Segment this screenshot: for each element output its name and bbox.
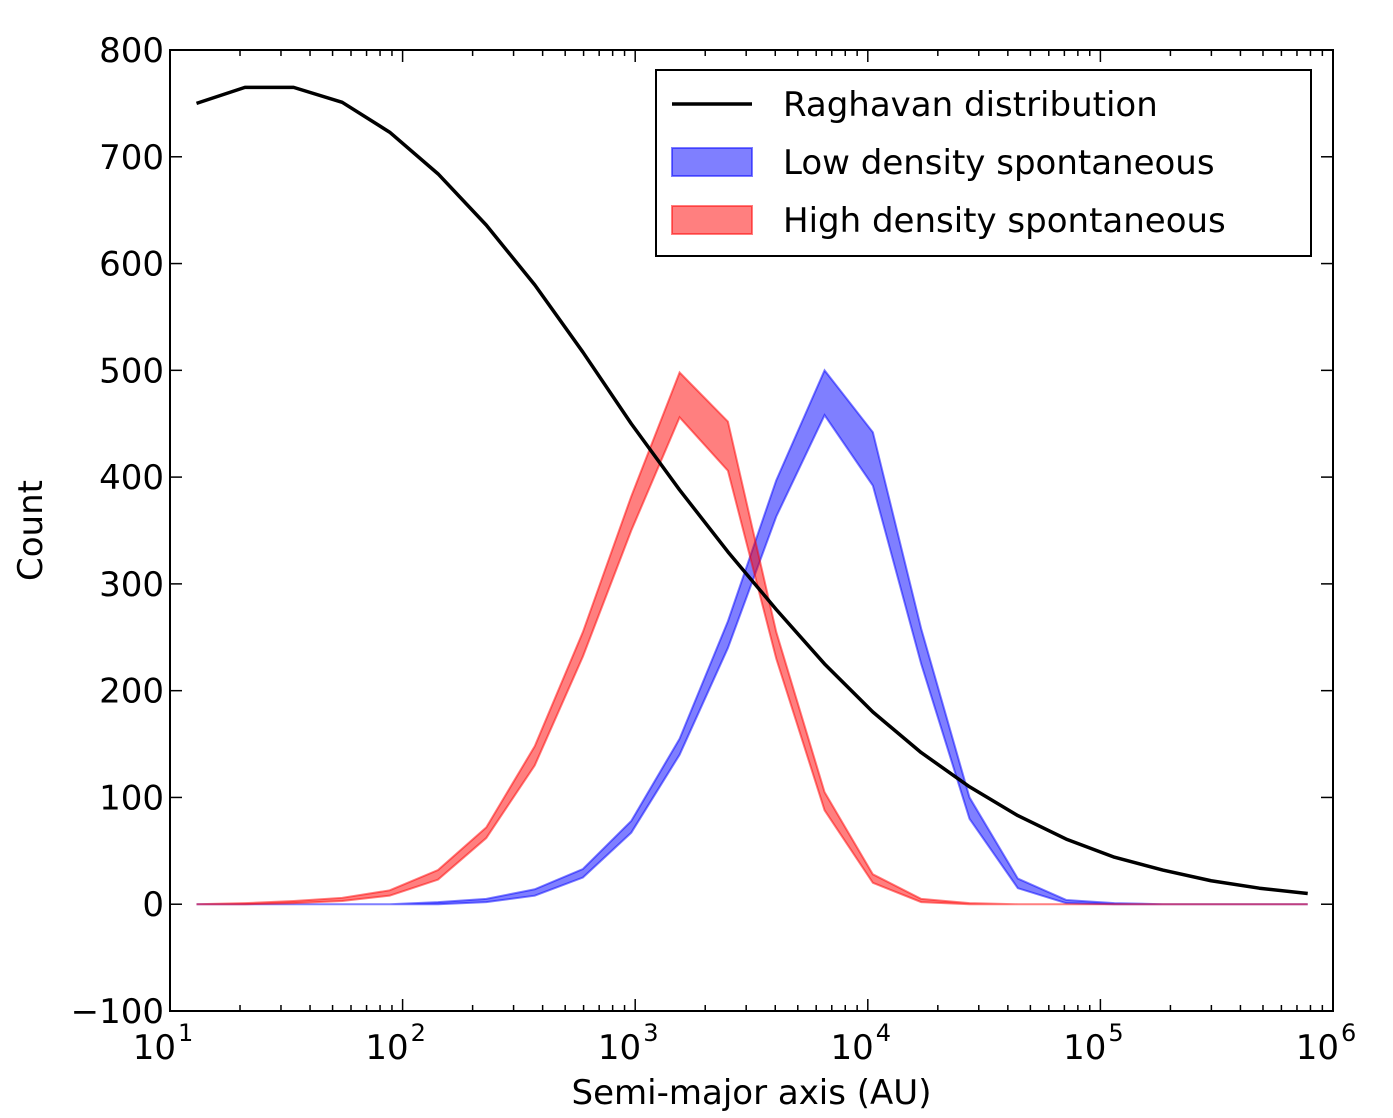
x-tick-base: 10 [1063,1028,1106,1068]
legend: Raghavan distribution Low density spontan… [655,69,1312,257]
legend-label: Raghavan distribution [783,85,1158,125]
y-tick-label: 100 [99,778,164,818]
y-tick-label: 500 [99,351,164,391]
x-tick-label: 10 5 [1063,1019,1124,1068]
x-tick-exponent: 5 [1108,1019,1123,1047]
x-tick-exponent: 6 [1341,1019,1356,1047]
x-tick-label: 10 3 [598,1019,659,1068]
x-tick-base: 10 [1296,1028,1339,1068]
band-high-density-spontaneous [196,370,1308,906]
x-tick-label: 10 1 [133,1019,194,1068]
legend-label: High density spontaneous [783,201,1226,241]
y-tick-label: 0 [142,885,164,925]
line-raghavan-distribution [195,85,1308,896]
plot-frame [169,49,1334,1012]
x-tick-base: 10 [598,1028,641,1068]
legend-item-low-density-spontaneous: Low density spontaneous [671,143,1215,183]
legend-swatch [671,205,753,235]
x-tick-exponent: 3 [643,1019,658,1047]
y-tick-label: 700 [99,138,164,178]
x-tick-exponent: 4 [876,1019,891,1047]
plot-area [195,85,1308,906]
x-tick-base: 10 [365,1028,408,1068]
x-tick-base: 10 [133,1028,176,1068]
x-tick-label: 10 4 [831,1019,892,1068]
tick-labels: 10 1 10 2 10 3 10 4 10 5 10 6−100010020030040050060… [71,31,1357,1068]
x-tick-exponent: 1 [178,1019,193,1047]
x-tick-label: 10 2 [365,1019,426,1068]
legend-swatch [671,147,753,177]
legend-label: Low density spontaneous [783,143,1215,183]
y-tick-label: −100 [71,992,164,1032]
x-axis-label: Semi-major axis (AU) [572,1073,932,1113]
legend-item-raghavan-distribution: Raghavan distribution [672,85,1158,125]
x-tick-base: 10 [831,1028,874,1068]
y-tick-label: 300 [99,565,164,605]
y-tick-label: 400 [99,458,164,498]
y-axis-label: Count [11,480,51,581]
band-low-density-spontaneous [196,368,1308,906]
x-tick-label: 10 6 [1296,1019,1357,1068]
x-tick-exponent: 2 [411,1019,426,1047]
y-tick-label: 200 [99,672,164,712]
y-tick-label: 800 [99,31,164,71]
legend-box [655,69,1312,257]
legend-item-high-density-spontaneous: High density spontaneous [671,201,1226,241]
y-tick-label: 600 [99,245,164,285]
